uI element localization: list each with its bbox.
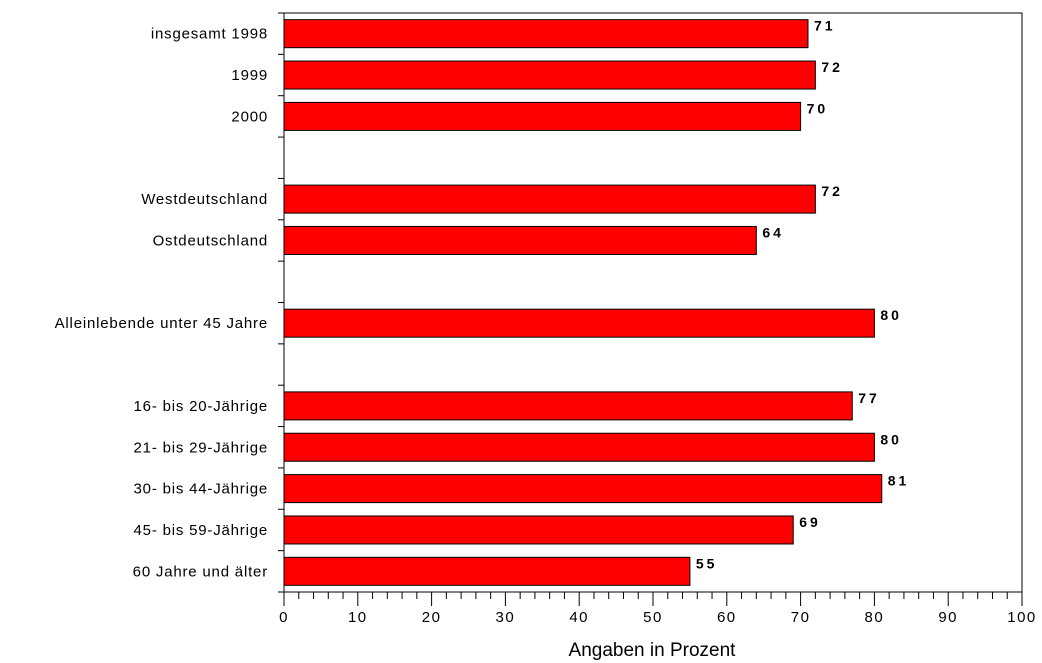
category-label: 21- bis 29-Jährige: [134, 439, 268, 456]
bar: [283, 184, 816, 214]
value-label: 80: [880, 431, 902, 447]
bar: [283, 515, 794, 545]
plot-border: [283, 12, 1023, 593]
bar: [283, 432, 875, 462]
bar: [283, 225, 757, 255]
x-tick-label: 10: [348, 609, 368, 626]
value-label: 72: [821, 183, 843, 199]
x-axis-ticks: 0 10 20 30 40 50 60 70 80 90 100: [279, 592, 1037, 626]
category-label: 2000: [231, 108, 268, 125]
bars-group: [283, 19, 883, 586]
y-axis-ticks: [278, 12, 284, 593]
bar: [283, 60, 816, 90]
category-label: 60 Jahre und älter: [133, 563, 268, 580]
bar: [283, 556, 691, 586]
x-tick-label: 90: [938, 609, 958, 626]
value-label: 71: [814, 18, 836, 34]
x-tick-label: 0: [279, 609, 289, 626]
value-label: 77: [858, 390, 880, 406]
bar: [283, 391, 853, 421]
x-tick-label: 20: [422, 609, 442, 626]
category-label: Alleinlebende unter 45 Jahre: [55, 315, 268, 332]
x-tick-label: 30: [496, 609, 516, 626]
plot-frame: [283, 12, 1023, 593]
value-labels: 71 72 70 72 64 80 77 80 81 69 55: [696, 18, 910, 572]
category-label: Ostdeutschland: [153, 232, 268, 249]
x-tick-label: 80: [865, 609, 885, 626]
value-label: 72: [821, 59, 843, 75]
bar: [283, 101, 802, 131]
value-label: 55: [696, 555, 718, 571]
category-label: 30- bis 44-Jährige: [134, 481, 268, 498]
bar: [283, 474, 883, 504]
value-label: 81: [888, 473, 910, 489]
category-label: Westdeutschland: [141, 191, 268, 208]
value-label: 64: [762, 224, 784, 240]
category-label: 16- bis 20-Jährige: [134, 398, 268, 415]
category-labels: insgesamt 1998 1999 2000 Westdeutschland Ost…: [55, 26, 268, 581]
bar: [283, 308, 875, 338]
x-tick-label: 50: [643, 609, 663, 626]
category-label: 45- bis 59-Jährige: [134, 522, 268, 539]
category-label: 1999: [231, 67, 268, 84]
value-label: 69: [799, 514, 821, 530]
value-label: 80: [880, 307, 902, 323]
x-tick-label: 70: [791, 609, 811, 626]
x-tick-label: 40: [569, 609, 589, 626]
bar: [283, 19, 809, 49]
x-tick-label: 60: [717, 609, 737, 626]
x-axis-title: Angaben in Prozent: [569, 640, 737, 661]
x-tick-label: 100: [1007, 609, 1037, 626]
category-label: insgesamt 1998: [151, 26, 268, 43]
value-label: 70: [807, 100, 829, 116]
